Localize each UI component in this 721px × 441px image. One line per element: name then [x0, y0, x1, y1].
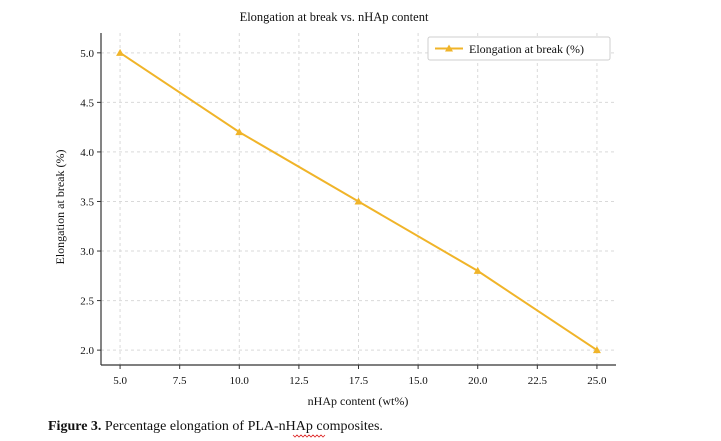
chart-title: Elongation at break vs. nHAp content: [240, 10, 429, 24]
x-tick-label: 22.5: [528, 375, 548, 387]
y-tick-label: 4.0: [80, 147, 94, 159]
x-tick-label: 7.5: [173, 375, 187, 387]
y-axis-ticks: 2.0 2.5 3.0 3.5 4.0 4.5 5.0: [80, 48, 101, 357]
x-tick-label: 25.0: [587, 375, 607, 387]
y-tick-label: 2.5: [80, 296, 94, 308]
data-point: [235, 128, 244, 136]
y-axis-label: Elongation at break (%): [53, 150, 67, 265]
y-tick-label: 2.0: [80, 345, 94, 357]
x-axis-label: nHAp content (wt%): [308, 394, 409, 408]
legend-label: Elongation at break (%): [469, 42, 584, 56]
caption-prefix: Figure 3.: [48, 419, 101, 434]
y-tick-label: 4.5: [80, 97, 94, 109]
data-point: [592, 346, 601, 354]
y-tick-label: 3.5: [80, 196, 94, 208]
x-tick-label: 10.0: [230, 375, 250, 387]
y-tick-label: 5.0: [80, 48, 94, 60]
x-tick-label: 15.0: [408, 375, 428, 387]
x-axis-ticks: 5.0 7.5 10.0 12.5 17.5 15.0 20.0 22.5 25.0: [113, 365, 607, 387]
y-tick-label: 3.0: [80, 246, 94, 258]
data-point: [473, 266, 482, 274]
x-tick-label: 17.5: [349, 375, 369, 387]
caption-text: Percentage elongation of PLA-nHAp compos…: [101, 419, 383, 434]
legend-marker: [445, 44, 453, 52]
data-point: [354, 197, 363, 205]
legend: Elongation at break (%): [427, 36, 611, 61]
figure-caption: Figure 3. Percentage elongation of PLA-n…: [48, 419, 383, 434]
x-tick-label: 5.0: [113, 375, 127, 387]
data-series: [116, 48, 601, 354]
spellcheck-underline: [292, 434, 326, 438]
x-tick-label: 20.0: [468, 375, 488, 387]
legend-box: [427, 36, 611, 61]
data-point: [116, 48, 125, 56]
x-tick-label: 12.5: [289, 375, 309, 387]
